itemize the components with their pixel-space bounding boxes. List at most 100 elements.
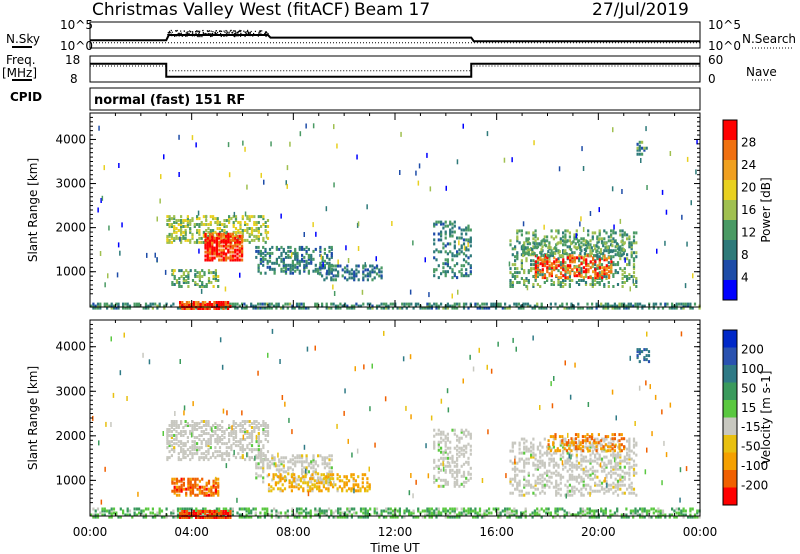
power-cell (250, 229, 254, 232)
velocity-cell (264, 434, 267, 437)
velocity-cell (271, 454, 274, 458)
velocity-cell (430, 507, 433, 511)
power-cell (541, 260, 544, 264)
velocity-cell (532, 461, 535, 465)
power-cell (514, 275, 517, 278)
velocity-cell (182, 444, 185, 448)
power-cell (191, 217, 194, 221)
velocity-cell (536, 467, 539, 471)
power-cell (628, 273, 631, 277)
velocity-cell (264, 430, 267, 433)
velocity-cell (250, 444, 254, 448)
power-cell (442, 266, 445, 270)
power-cell (518, 271, 521, 275)
noise-spike-point (172, 34, 174, 36)
power-cell (175, 281, 179, 284)
power-cell (166, 219, 169, 222)
power-cell (179, 306, 182, 310)
velocity-cell (532, 453, 535, 457)
power-cell (234, 240, 237, 244)
noise-spike-point (226, 32, 228, 34)
power-cell (385, 306, 388, 310)
power-cell (511, 285, 514, 288)
power-cell (604, 304, 607, 308)
velocity-cell (497, 513, 500, 517)
power-cell (456, 276, 459, 280)
power-cell (566, 229, 569, 233)
power-cell (444, 262, 447, 266)
power-cell (440, 222, 443, 226)
power-ytick-label: 3000 (55, 177, 86, 191)
velocity-cell (301, 454, 304, 458)
power-cell (200, 223, 203, 226)
velocity-cell (533, 509, 536, 513)
velocity-cell (542, 509, 546, 513)
velocity-cell (166, 456, 169, 460)
power-ylabel: Slant Range [km] (26, 158, 40, 262)
velocity-cell (158, 507, 161, 511)
power-cell (621, 235, 624, 239)
noise-spike-point (186, 31, 188, 33)
power-cell (538, 242, 541, 246)
power-cell (195, 301, 198, 304)
velocity-cell (462, 452, 466, 456)
velocity-cell (191, 477, 195, 481)
power-cell (430, 304, 433, 308)
power-cell (689, 306, 692, 310)
power-cell (262, 217, 265, 221)
power-cell (255, 249, 258, 253)
velocity-cell (250, 450, 254, 454)
velocity-cell (341, 515, 344, 519)
power-cell (598, 255, 601, 259)
power-cell (196, 229, 199, 232)
velocity-cell (170, 448, 173, 452)
power-cell (198, 275, 201, 278)
power-cell (564, 237, 567, 241)
power-cell (626, 233, 629, 237)
velocity-cell (253, 430, 256, 433)
velocity-cell (539, 459, 542, 463)
velocity-cell (571, 475, 574, 479)
power-cell (234, 232, 238, 236)
noise-spike-point (186, 35, 188, 37)
power-cell (587, 270, 590, 274)
freq-line (90, 62, 700, 78)
power-cell (599, 252, 603, 256)
velocity-cell (602, 509, 605, 513)
velocity-cell (198, 434, 201, 437)
power-cell (387, 306, 390, 310)
power-cell (469, 238, 472, 242)
power-cell (612, 229, 615, 233)
power-speckle (286, 165, 289, 171)
velocity-cell (173, 450, 176, 454)
power-speckle (228, 172, 231, 178)
velocity-cell (189, 485, 192, 489)
velocity-cell (218, 436, 222, 439)
velocity-cell (305, 454, 308, 458)
power-cell (542, 254, 545, 258)
power-cell (210, 281, 213, 284)
power-cell (179, 301, 182, 304)
power-cell (305, 251, 308, 255)
velocity-cell (426, 511, 429, 515)
power-cell (175, 230, 178, 234)
velocity-cell (341, 511, 344, 515)
power-speckle (195, 142, 197, 148)
power-cell (225, 304, 228, 308)
velocity-cell (212, 454, 215, 458)
power-cell (577, 240, 580, 244)
velocity-cell (293, 477, 296, 481)
velocity-cell (295, 515, 299, 519)
power-cell (566, 276, 569, 280)
velocity-cell (173, 487, 176, 491)
noise-spike-point (172, 34, 174, 36)
power-cell (294, 269, 297, 273)
power-cell (194, 275, 197, 278)
velocity-cell (588, 511, 591, 515)
power-cell (302, 302, 305, 306)
velocity-cell (193, 448, 196, 452)
power-cell (621, 269, 624, 273)
power-cell (257, 249, 260, 253)
velocity-cell (189, 489, 192, 493)
velocity-cell (250, 438, 254, 441)
